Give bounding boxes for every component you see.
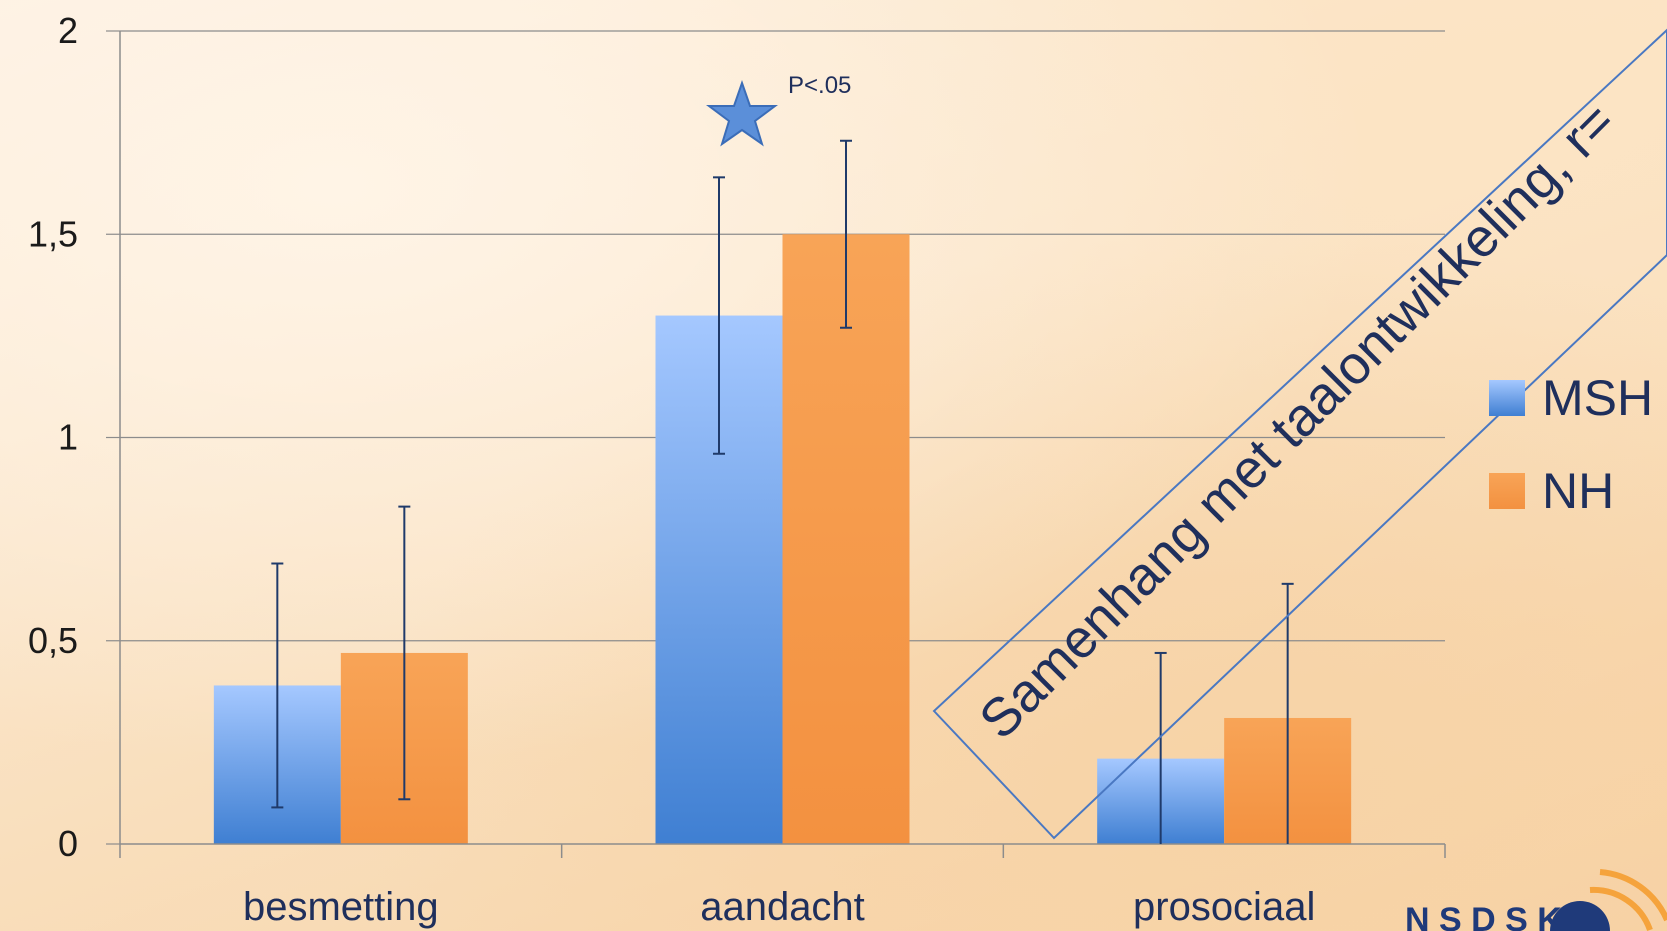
y-tick-label: 1	[58, 417, 78, 458]
legend-label: MSH	[1542, 370, 1653, 426]
y-tick-label: 0,5	[28, 620, 78, 661]
correlation-banner: Samenhang met taalontwikkeling, r=	[932, 28, 1667, 840]
significance-annotation: P<.05	[706, 72, 851, 147]
bar-nh-aandacht	[782, 234, 910, 844]
logo-icon: N S D S K	[1405, 869, 1667, 931]
legend-label: NH	[1542, 463, 1614, 519]
banner-text: Samenhang met taalontwikkeling, r=	[968, 91, 1627, 750]
axes	[119, 31, 1446, 858]
error-bars	[271, 139, 1294, 844]
x-category-label: besmetting	[243, 885, 439, 929]
y-tick-label: 2	[58, 10, 78, 51]
tick-labels: 0 0,5 1 1,5 2 besmetting aandacht prosociaal	[28, 10, 1315, 929]
x-category-label: prosociaal	[1133, 885, 1315, 929]
legend-swatch-nh	[1489, 473, 1525, 509]
y-tick-label: 1,5	[28, 213, 78, 254]
star-icon	[706, 79, 778, 147]
logo-text: N S D S K	[1405, 901, 1562, 931]
significance-text: P<.05	[788, 72, 851, 99]
x-category-label: aandacht	[700, 885, 865, 929]
legend-swatch-msh	[1489, 380, 1525, 416]
legend: MSH NH	[1489, 370, 1653, 519]
y-tick-label: 0	[58, 823, 78, 864]
